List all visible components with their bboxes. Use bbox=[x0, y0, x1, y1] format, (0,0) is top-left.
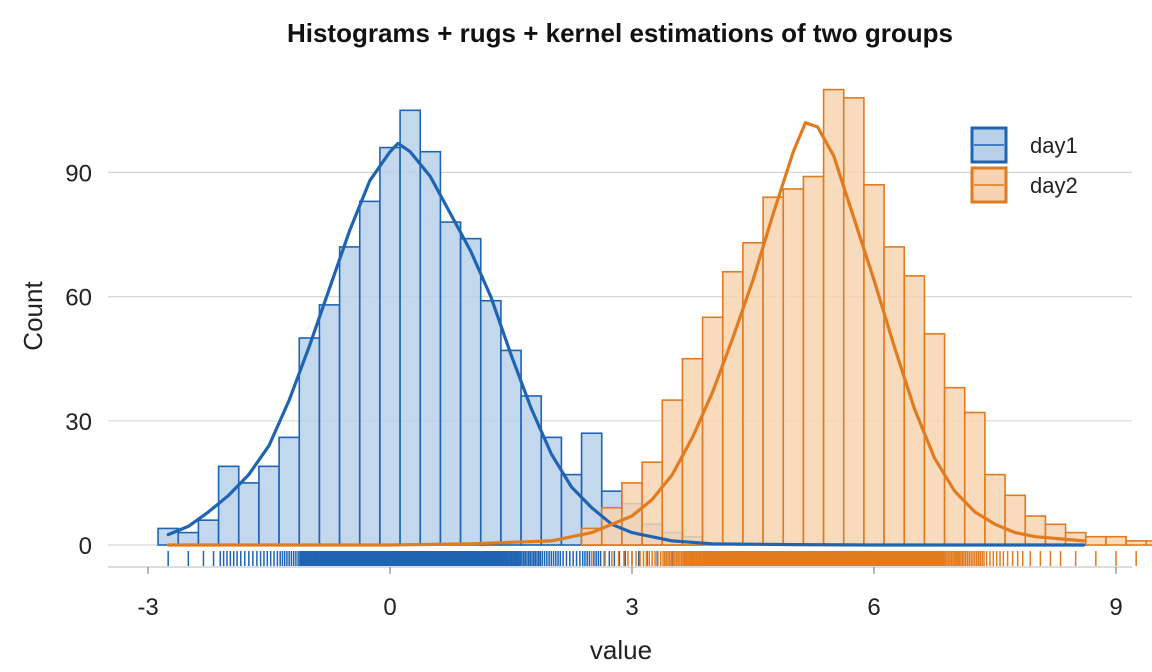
y-tick-label: 60 bbox=[65, 285, 92, 312]
histogram-bar-day2 bbox=[1004, 494, 1027, 546]
histogram-bar-day2 bbox=[984, 473, 1006, 546]
histogram-bar-day2 bbox=[701, 316, 724, 546]
histogram-bar-day1 bbox=[177, 531, 200, 546]
histogram-bar-day2 bbox=[842, 97, 865, 546]
x-tick-label: 9 bbox=[1109, 594, 1122, 621]
kde-curve-day1 bbox=[166, 141, 1086, 547]
histogram-bar-day2 bbox=[721, 270, 744, 546]
histogram-bar-day1 bbox=[237, 482, 260, 546]
histogram-bar-day1 bbox=[459, 237, 482, 546]
histogram-bar-day2 bbox=[863, 184, 885, 546]
histogram-bar-day2 bbox=[1105, 535, 1127, 546]
legend-label-day1: day1 bbox=[1030, 133, 1078, 158]
histogram-bar-day2 bbox=[1024, 515, 1047, 546]
y-axis-label: Count bbox=[18, 281, 48, 351]
histogram-bar-day1 bbox=[379, 146, 401, 546]
legend-label-day2: day2 bbox=[1030, 173, 1078, 198]
y-axis: 0 30 60 90 bbox=[65, 160, 92, 560]
histogram-bars bbox=[157, 88, 1152, 546]
y-tick-label: 0 bbox=[79, 533, 92, 560]
histogram-bar-day1 bbox=[439, 221, 462, 546]
x-tick-label: -3 bbox=[137, 594, 158, 621]
histogram-bar-day1 bbox=[318, 304, 341, 546]
y-tick-label: 90 bbox=[65, 160, 92, 187]
histogram-bar-day2 bbox=[943, 386, 966, 546]
x-tick-label: 0 bbox=[383, 594, 396, 621]
histogram-bar-day2 bbox=[963, 411, 986, 546]
histogram-bar-day2 bbox=[1125, 540, 1148, 546]
histogram-bar-day1 bbox=[197, 519, 220, 546]
x-tick-label: 6 bbox=[867, 594, 880, 621]
histogram-bar-day1 bbox=[500, 349, 522, 546]
histogram-bar-day1 bbox=[358, 200, 381, 546]
x-axis-label: value bbox=[590, 635, 652, 665]
y-tick-label: 30 bbox=[65, 409, 92, 436]
histogram-bar-day1 bbox=[479, 299, 502, 546]
histogram-bar-day2 bbox=[742, 241, 764, 546]
legend: day1 day2 bbox=[970, 126, 1078, 204]
histogram-bar-day2 bbox=[762, 196, 785, 546]
rug-marks bbox=[167, 551, 1137, 566]
histogram-bar-day1 bbox=[278, 436, 301, 546]
histogram-bar-day1 bbox=[419, 150, 442, 546]
histogram-bar-day1 bbox=[338, 246, 361, 546]
x-tick-label: 3 bbox=[625, 594, 638, 621]
histogram-bar-day2 bbox=[1084, 535, 1107, 546]
histogram-bar-day1 bbox=[520, 395, 543, 546]
kde-curves bbox=[166, 121, 1086, 547]
histogram-bar-day2 bbox=[883, 246, 906, 546]
histogram-bar-day1 bbox=[399, 109, 422, 546]
kde-curve-day2 bbox=[166, 121, 1086, 547]
histogram-bar-day2 bbox=[1044, 523, 1067, 546]
histogram-bar-day2 bbox=[1145, 540, 1152, 546]
histogram-bar-day1 bbox=[217, 465, 240, 546]
histogram-bar-day2 bbox=[802, 175, 825, 546]
x-axis: -3 0 3 6 9 bbox=[108, 566, 1132, 621]
histogram-bar-day1 bbox=[258, 465, 280, 546]
chart-title: Histograms + rugs + kernel estimations o… bbox=[287, 18, 953, 48]
histogram-bar-day2 bbox=[782, 188, 805, 546]
